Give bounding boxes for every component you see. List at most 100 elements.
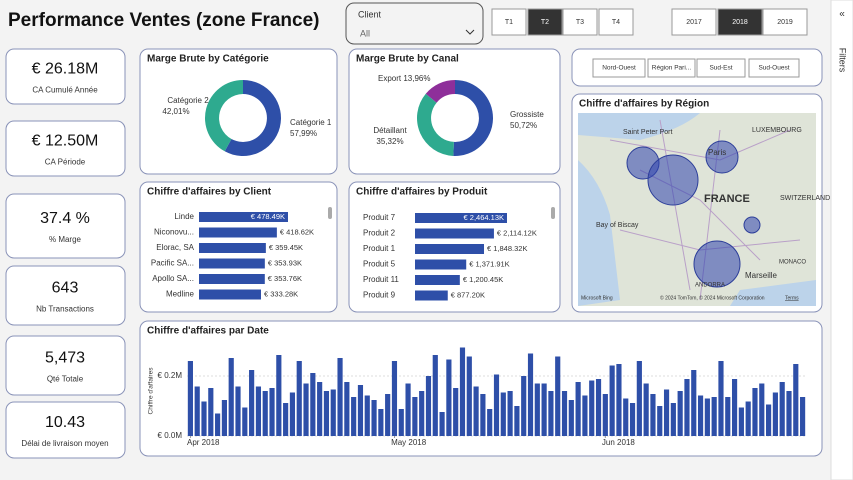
bar[interactable] <box>616 364 622 436</box>
bar[interactable] <box>215 413 221 437</box>
bar[interactable] <box>500 392 506 437</box>
bar[interactable] <box>317 382 323 436</box>
toggle-button[interactable] <box>671 8 717 36</box>
pie-slice[interactable] <box>224 80 281 156</box>
bubble[interactable] <box>705 140 739 174</box>
bar[interactable] <box>711 397 717 436</box>
bar[interactable] <box>439 412 445 436</box>
toggle-label[interactable]: T1 <box>505 19 513 26</box>
bar[interactable] <box>786 391 792 436</box>
scrollbar[interactable] <box>551 207 555 219</box>
bar[interactable] <box>446 359 452 437</box>
toggle-label[interactable]: 2019 <box>777 19 793 26</box>
bar[interactable] <box>568 400 574 436</box>
bar[interactable] <box>208 388 214 436</box>
bar[interactable] <box>283 403 289 436</box>
slicer-value[interactable]: All <box>360 28 370 38</box>
region-button[interactable] <box>748 58 800 78</box>
region-label[interactable]: Sud-Est <box>709 65 732 72</box>
bar[interactable] <box>582 395 588 437</box>
bar[interactable] <box>425 376 432 436</box>
bar[interactable] <box>595 379 602 436</box>
bar[interactable] <box>487 409 493 436</box>
bar[interactable] <box>800 397 806 436</box>
bar[interactable] <box>391 361 398 436</box>
region-button[interactable] <box>696 58 746 78</box>
bar[interactable] <box>199 212 288 222</box>
bar[interactable] <box>636 361 642 436</box>
bar[interactable] <box>493 374 500 437</box>
bar[interactable] <box>228 358 234 436</box>
bubble[interactable] <box>647 154 699 206</box>
bar[interactable] <box>704 398 710 437</box>
bar[interactable] <box>276 355 282 436</box>
bubble[interactable] <box>693 240 741 288</box>
bar[interactable] <box>378 409 384 436</box>
filters-icon[interactable]: « <box>839 9 845 20</box>
bar[interactable] <box>242 407 248 437</box>
toggle-button[interactable] <box>562 8 598 36</box>
bar[interactable] <box>650 394 656 436</box>
bar[interactable] <box>296 361 302 436</box>
bar[interactable] <box>548 391 554 436</box>
bar[interactable] <box>561 391 568 436</box>
bar[interactable] <box>289 392 296 437</box>
bar[interactable] <box>480 394 486 436</box>
bar[interactable] <box>415 290 448 301</box>
bar[interactable] <box>415 259 467 270</box>
bar[interactable] <box>466 356 472 437</box>
toggle-button[interactable] <box>491 8 527 36</box>
region-label[interactable]: Région Pari... <box>652 65 692 72</box>
bar[interactable] <box>323 391 330 436</box>
bar[interactable] <box>405 383 411 437</box>
bar[interactable] <box>330 389 336 437</box>
bar[interactable] <box>199 274 265 284</box>
bar[interactable] <box>534 383 540 437</box>
bar[interactable] <box>221 400 227 436</box>
bar[interactable] <box>691 370 697 436</box>
bar[interactable] <box>415 228 494 239</box>
bar[interactable] <box>623 398 629 437</box>
toggle-label[interactable]: 2017 <box>686 19 702 26</box>
bar[interactable] <box>385 394 391 436</box>
bar[interactable] <box>609 365 615 437</box>
bar[interactable] <box>772 392 778 437</box>
bar[interactable] <box>364 395 370 437</box>
bar[interactable] <box>310 373 316 436</box>
bar[interactable] <box>657 406 663 436</box>
pie-slice[interactable] <box>453 80 494 157</box>
region-button[interactable] <box>647 58 696 78</box>
bar[interactable] <box>731 379 738 436</box>
bar[interactable] <box>663 389 670 437</box>
bar[interactable] <box>357 385 364 436</box>
region-button[interactable] <box>592 58 646 78</box>
toggle-button[interactable] <box>762 8 808 36</box>
bar[interactable] <box>779 382 785 436</box>
bar[interactable] <box>255 386 262 437</box>
bar[interactable] <box>521 376 527 436</box>
bar[interactable] <box>415 275 460 285</box>
bar[interactable] <box>262 391 268 436</box>
toggle-button[interactable] <box>527 8 563 36</box>
region-label[interactable]: Sud-Ouest <box>758 65 789 72</box>
pie-slice[interactable] <box>204 80 243 152</box>
bar[interactable] <box>602 394 608 436</box>
slicer-chevron[interactable] <box>465 29 475 35</box>
bar[interactable] <box>201 401 207 437</box>
bar[interactable] <box>507 391 513 436</box>
bar[interactable] <box>398 409 404 436</box>
bar[interactable] <box>697 395 704 437</box>
bar[interactable] <box>473 386 479 437</box>
bar[interactable] <box>415 213 507 223</box>
client-slicer[interactable] <box>345 2 484 45</box>
bubble[interactable] <box>743 216 761 234</box>
bar[interactable] <box>677 391 683 436</box>
bar[interactable] <box>745 401 751 437</box>
filters-label[interactable]: Filters <box>838 48 848 73</box>
bar[interactable] <box>575 382 581 436</box>
bar[interactable] <box>199 227 277 238</box>
bar[interactable] <box>412 397 418 436</box>
toggle-button[interactable] <box>717 8 763 36</box>
region-label[interactable]: Nord-Ouest <box>602 65 636 72</box>
bar[interactable] <box>555 356 561 437</box>
